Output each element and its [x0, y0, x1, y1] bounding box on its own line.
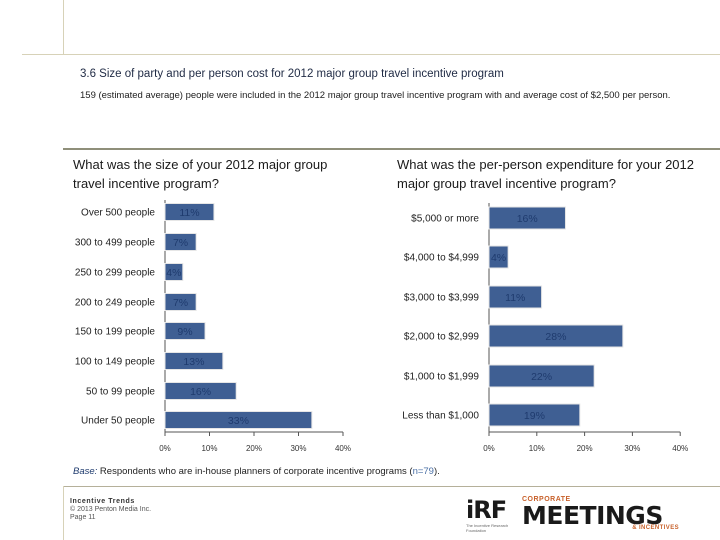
left-chart-category-label: Over 500 people [81, 208, 155, 219]
chart-right-question: What was the per-person expenditure for … [397, 157, 695, 191]
right-chart-data-label: 4% [491, 252, 506, 264]
left-chart-category-label: 100 to 149 people [75, 357, 156, 368]
left-chart-category-label: 50 to 99 people [86, 387, 155, 398]
left-chart-tick-label: 30% [290, 444, 306, 453]
cm-logo-main: MEETINGS [522, 501, 663, 530]
right-chart-bar [488, 403, 581, 427]
page-title: 3.6 Size of party and per person cost fo… [80, 68, 504, 80]
right-chart-bar [488, 206, 566, 230]
left-chart-bar [164, 233, 197, 251]
right-chart-bar [488, 324, 624, 348]
right-chart-data-label: 28% [545, 331, 566, 343]
right-chart-data-label: 11% [505, 292, 525, 304]
left-chart-data-label: 11% [179, 207, 199, 219]
irf-logo-subtext: The Incentive Research Foundation [466, 523, 509, 533]
decor-vertical-line-top [63, 0, 64, 54]
decor-rule-middle [63, 148, 720, 150]
base-text: Respondents who are in-house planners of… [97, 466, 413, 477]
left-chart-category-label: Under 50 people [81, 416, 155, 427]
decor-rule-bottom [63, 486, 720, 487]
footer-title: Incentive Trends [70, 498, 135, 505]
chart-left-question: What was the size of your 2012 major gro… [73, 157, 328, 191]
right-chart-category-label: $2,000 to $2,999 [404, 332, 480, 343]
left-chart-tick-label: 0% [159, 444, 171, 453]
cm-logo-top: CORPORATE [522, 496, 571, 503]
left-chart-bar [164, 411, 313, 429]
right-chart-tick-label: 20% [577, 444, 593, 453]
footer-page: Page 11 [70, 514, 96, 521]
page-subtitle: 159 (estimated average) people were incl… [80, 90, 671, 101]
right-chart-data-label: 22% [531, 371, 552, 383]
right-chart-bar [488, 364, 595, 388]
left-chart-bar [164, 293, 197, 311]
right-chart-category-label: $1,000 to $1,999 [404, 372, 480, 383]
left-chart-category-label: 300 to 499 people [75, 238, 156, 249]
left-chart-data-label: 7% [173, 237, 188, 249]
right-chart-tick-label: 30% [624, 444, 640, 453]
left-chart-data-label: 7% [173, 297, 188, 309]
right-chart-category-label: $4,000 to $4,999 [404, 253, 480, 264]
decor-vertical-line-bottom [63, 486, 64, 540]
base-close: ). [433, 466, 440, 477]
left-chart-bar [164, 382, 237, 400]
irf-logo-text: iRF [466, 496, 507, 524]
left-chart-data-label: 9% [177, 326, 192, 338]
right-chart-category-label: Less than $1,000 [402, 411, 479, 422]
footer: Incentive Trends © 2013 Penton Media Inc… [70, 498, 151, 522]
irf-logo: iRF The Incentive Research Foundation [466, 497, 516, 533]
right-chart-category-label: $3,000 to $3,999 [404, 293, 480, 304]
left-chart-category-label: 250 to 299 people [75, 268, 156, 279]
left-chart-category-label: 200 to 249 people [75, 298, 156, 309]
right-chart-tick-label: 40% [672, 444, 688, 453]
decor-rule-top [22, 54, 720, 55]
cm-logo-bottom: & INCENTIVES [632, 525, 679, 531]
left-chart-bar [164, 263, 184, 281]
right-chart-bar [488, 285, 543, 309]
left-chart-bar [164, 322, 206, 340]
right-chart-data-label: 16% [517, 213, 538, 225]
corporate-meetings-logo: CORPORATE MEETINGS & INCENTIVES [522, 496, 697, 534]
left-chart-data-label: 4% [166, 267, 181, 279]
right-chart-data-label: 19% [524, 410, 545, 422]
right-chart-category-label: $5,000 or more [411, 214, 479, 225]
left-chart-tick-label: 40% [335, 444, 351, 453]
left-chart-bar [164, 203, 215, 221]
base-n: n=79 [412, 466, 434, 477]
base-note: Base: Respondents who are in-house plann… [73, 466, 440, 477]
left-chart-bar [164, 352, 224, 370]
left-chart-data-label: 16% [190, 386, 211, 398]
left-chart-tick-label: 20% [246, 444, 262, 453]
right-chart-tick-label: 10% [529, 444, 545, 453]
left-chart-data-label: 33% [228, 415, 249, 427]
left-chart-category-label: 150 to 199 people [75, 327, 156, 338]
right-chart-tick-label: 0% [483, 444, 495, 453]
left-chart-data-label: 13% [183, 356, 204, 368]
right-chart-bar [488, 245, 509, 269]
left-chart-tick-label: 10% [201, 444, 217, 453]
footer-copyright: © 2013 Penton Media Inc. [70, 506, 152, 513]
base-label: Base: [73, 466, 98, 477]
